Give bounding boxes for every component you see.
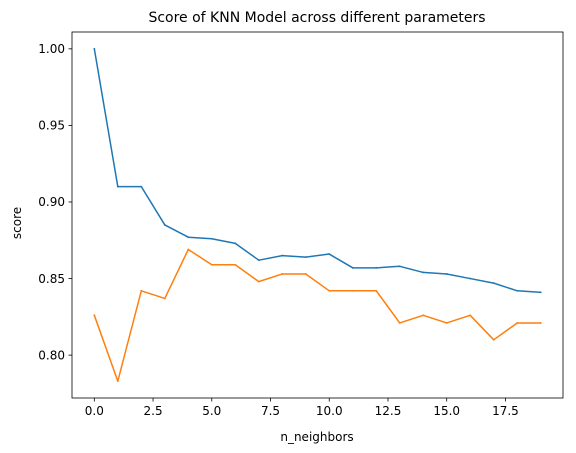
series-0-point: [281, 254, 284, 257]
series-0-point: [328, 253, 331, 255]
y-tick-label: 0.80: [38, 348, 65, 362]
series-0-point: [469, 277, 472, 280]
y-tick-label: 1.00: [38, 42, 65, 56]
series-1-point: [539, 322, 542, 324]
series-1-line: [93, 248, 542, 382]
series-0-point: [398, 265, 401, 268]
series-1-point: [422, 314, 425, 317]
x-tick-label: 15.0: [433, 404, 460, 418]
series-1-point: [398, 322, 401, 324]
plot-frame: [71, 31, 564, 399]
plot-area: [93, 47, 542, 383]
series-0-point: [93, 47, 96, 50]
series-1-point: [140, 289, 143, 292]
x-tick-label: 7.5: [261, 404, 280, 418]
series-1-point: [163, 297, 166, 300]
series-1-point: [375, 289, 378, 292]
series-1-point: [469, 314, 472, 317]
series-0-point: [210, 237, 213, 240]
x-tick-label: 0.0: [85, 404, 104, 418]
series-1-point: [351, 289, 354, 292]
x-tick-label: 17.5: [492, 404, 519, 418]
series-0-point: [187, 236, 190, 239]
series-0-line: [93, 47, 542, 294]
series-1-point: [445, 322, 448, 324]
series-0-point: [516, 289, 519, 292]
series-1-point: [304, 273, 307, 275]
series-0-point: [304, 256, 307, 259]
y-axis: 0.80 0.85 0.90 0.95 1.00: [38, 42, 72, 362]
series-0-point: [492, 282, 495, 285]
series-0-point: [445, 273, 448, 275]
series-0-point: [257, 259, 260, 262]
x-tick-label: 5.0: [202, 404, 221, 418]
series-0-point: [116, 185, 119, 188]
y-axis-label: score: [10, 207, 24, 239]
y-tick-label: 0.95: [38, 119, 65, 133]
series-1-point: [93, 314, 96, 317]
series-1-point: [516, 322, 519, 324]
series-0-point: [234, 242, 237, 245]
series-1-point: [257, 280, 260, 283]
series-0-point: [375, 266, 378, 269]
y-tick-label: 0.85: [38, 272, 65, 286]
x-tick-label: 2.5: [144, 404, 163, 418]
series-1-point: [187, 248, 190, 251]
series-1-point: [210, 263, 213, 266]
series-0-point: [163, 224, 166, 226]
series-0-point: [422, 271, 425, 274]
series-1-point: [116, 380, 119, 383]
series-1-point: [281, 273, 284, 275]
series-1-point: [234, 263, 237, 266]
x-tick-label: 10.0: [316, 404, 343, 418]
series-0-point: [140, 185, 143, 188]
x-axis: 0.0 2.5 5.0 7.5 10.0 12.5 15.0 17.5: [85, 398, 519, 418]
x-tick-label: 12.5: [375, 404, 402, 418]
chart-title: Score of KNN Model across different para…: [148, 10, 485, 26]
y-tick-label: 0.90: [38, 195, 65, 209]
x-axis-label: n_neighbors: [280, 430, 353, 444]
series-0-point: [351, 266, 354, 269]
series-1-point: [328, 289, 331, 292]
series-0-point: [539, 291, 542, 294]
series-1-point: [492, 338, 495, 341]
